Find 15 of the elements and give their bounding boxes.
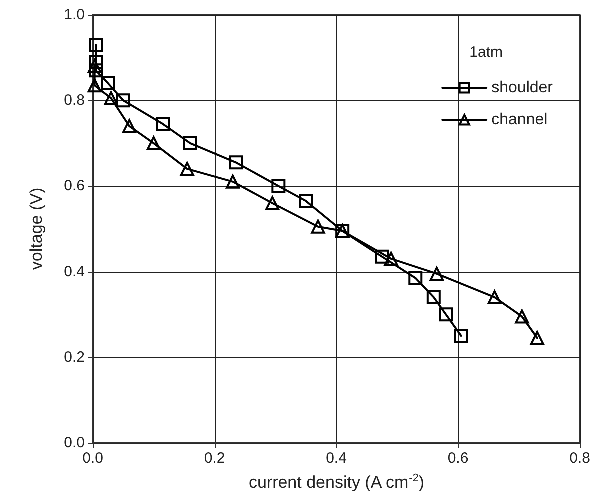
y-tick-label: 0.6 (64, 178, 85, 195)
y-tick-label: 0.2 (64, 348, 85, 366)
annotation: 1atm (470, 44, 504, 61)
x-tick-label: 0.0 (82, 450, 104, 467)
legend-label: shoulder (492, 80, 554, 96)
y-tick-label: 1.0 (64, 6, 85, 24)
x-tick-label: 0.4 (326, 450, 347, 467)
legend-label: channel (492, 112, 548, 128)
y-axis-title: voltage (V) (27, 188, 46, 270)
x-tick-label: 0.8 (570, 450, 590, 467)
x-tick-label: 0.6 (448, 450, 469, 467)
y-tick-label: 0.0 (64, 434, 85, 452)
x-tick-label: 0.2 (204, 450, 226, 467)
y-tick-label: 0.4 (64, 263, 85, 280)
y-tick-label: 0.8 (64, 92, 85, 110)
